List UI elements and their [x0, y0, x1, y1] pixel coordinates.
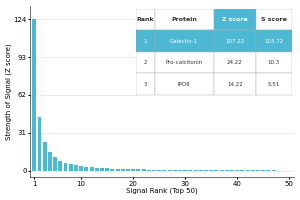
Bar [266, 170, 270, 171]
Bar [90, 167, 94, 171]
Bar [38, 117, 41, 171]
Bar [256, 170, 260, 171]
Bar [168, 170, 172, 171]
Bar [183, 170, 187, 171]
Bar [272, 170, 276, 171]
Bar [152, 170, 156, 171]
Bar [74, 165, 78, 171]
Bar [162, 170, 166, 171]
Bar [241, 170, 244, 171]
Bar [246, 170, 250, 171]
Bar [199, 170, 203, 171]
Bar [53, 157, 57, 171]
Bar [116, 169, 119, 171]
Bar [209, 170, 213, 171]
Bar [95, 168, 99, 171]
Bar [220, 170, 224, 171]
Bar [84, 167, 88, 171]
Y-axis label: Strength of Signal (Z score): Strength of Signal (Z score) [6, 43, 12, 140]
Bar [110, 169, 114, 171]
X-axis label: Signal Rank (Top 50): Signal Rank (Top 50) [126, 188, 198, 194]
Bar [188, 170, 192, 171]
Bar [136, 169, 140, 171]
Bar [32, 19, 36, 171]
Bar [79, 166, 83, 171]
Bar [235, 170, 239, 171]
Bar [131, 169, 135, 171]
Bar [100, 168, 104, 171]
Bar [121, 169, 125, 171]
Bar [147, 170, 151, 171]
Bar [126, 169, 130, 171]
Bar [48, 152, 52, 171]
Bar [214, 170, 218, 171]
Bar [230, 170, 234, 171]
Bar [105, 168, 109, 171]
Bar [251, 170, 255, 171]
Bar [204, 170, 208, 171]
Bar [142, 169, 146, 171]
Bar [157, 170, 161, 171]
Bar [43, 142, 47, 171]
Bar [194, 170, 198, 171]
Bar [64, 163, 68, 171]
Bar [225, 170, 229, 171]
Bar [58, 161, 62, 171]
Bar [69, 164, 73, 171]
Bar [173, 170, 177, 171]
Bar [261, 170, 265, 171]
Bar [178, 170, 182, 171]
